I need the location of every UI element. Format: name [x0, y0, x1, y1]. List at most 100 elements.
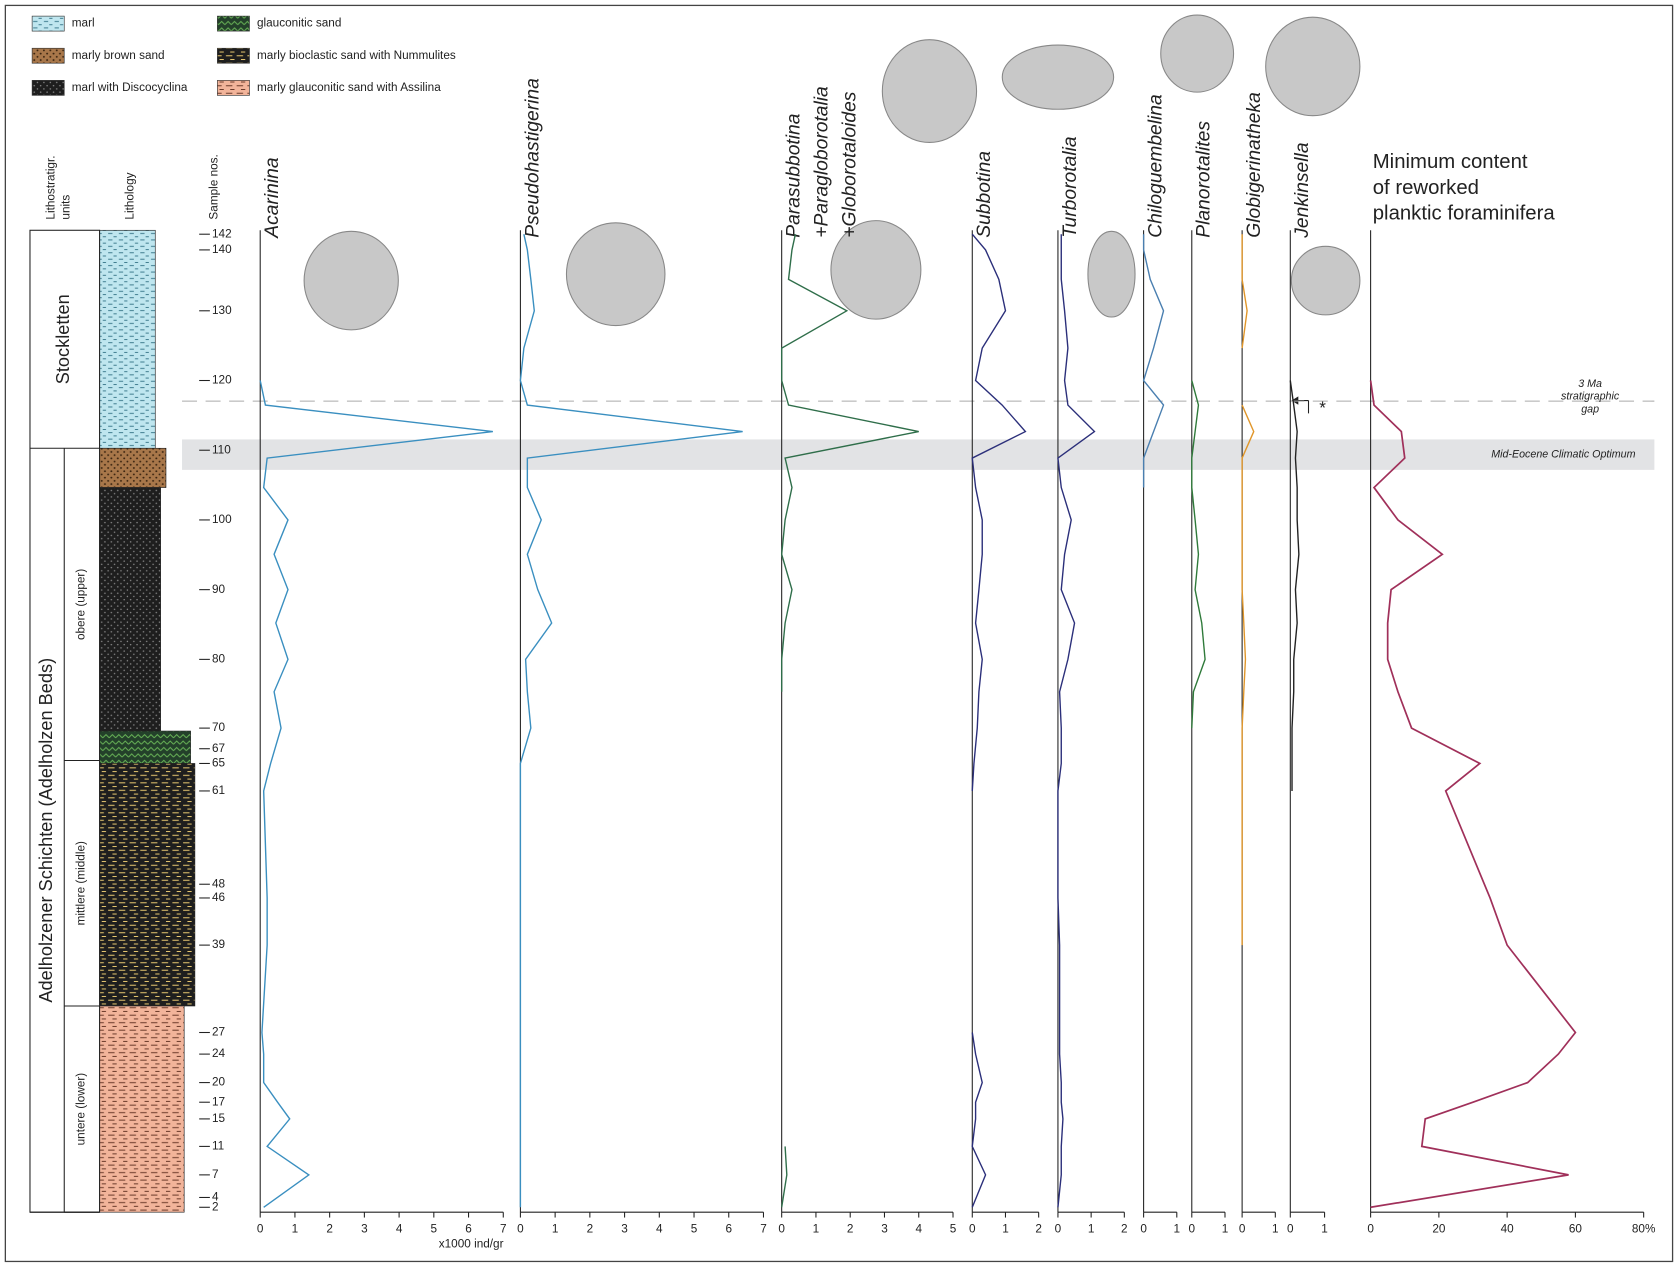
- panel-title: Pseudohastigerina: [522, 78, 543, 238]
- sample-label: 70: [212, 721, 226, 734]
- lithology-bed: [100, 731, 191, 763]
- sample-label: 7: [212, 1168, 219, 1181]
- sample-label: 39: [212, 938, 225, 951]
- x-tick-label: 4: [656, 1222, 663, 1235]
- x-tick-label: 0: [969, 1222, 976, 1235]
- meco-label: Mid-Eocene Climatic Optimum: [1491, 448, 1635, 460]
- abundance-line: [782, 1146, 787, 1207]
- x-tick-label: 40: [1501, 1222, 1515, 1235]
- legend-swatch: [32, 16, 64, 31]
- lithostrat-header: Lithostratigr.: [45, 155, 58, 219]
- formation-label: Stockletten: [53, 294, 73, 384]
- panel-title: Parasubbotina: [784, 113, 805, 238]
- x-tick-label: 20: [1432, 1222, 1446, 1235]
- abundance-line: [1058, 234, 1095, 1207]
- legend-label: marly bioclastic sand with Nummulites: [257, 49, 456, 62]
- x-tick-label: 2: [847, 1222, 854, 1235]
- sample-label: 24: [212, 1047, 226, 1060]
- x-tick-label: 7: [760, 1222, 767, 1235]
- x-tick-label: 1: [1002, 1222, 1009, 1235]
- legend-label: marly brown sand: [72, 49, 165, 62]
- x-tick-label: 5: [431, 1222, 438, 1235]
- lithology-bed: [100, 488, 161, 732]
- gap-label: 3 Ma: [1578, 378, 1602, 390]
- x-tick-label: 7: [500, 1222, 507, 1235]
- x-tick-label: 4: [915, 1222, 922, 1235]
- meco-band: [182, 439, 1654, 469]
- x-tick-label: 5: [950, 1222, 957, 1235]
- x-tick-label: 1: [1174, 1222, 1181, 1235]
- sample-label: 2: [212, 1200, 219, 1213]
- member-label: mittlere (middle): [74, 841, 87, 925]
- x-tick-label: 2: [1035, 1222, 1042, 1235]
- sample-label: 80: [212, 652, 226, 665]
- x-tick-label: 80%: [1632, 1222, 1656, 1235]
- sample-label: 110: [212, 443, 231, 456]
- panel-title: Acarinina: [262, 157, 283, 239]
- panel-title: Turborotalia: [1060, 136, 1081, 238]
- sample-label: 20: [212, 1076, 226, 1089]
- formation-label: Adelholzener Schichten (Adelholzen Beds): [36, 658, 56, 1003]
- sample-label: 48: [212, 877, 226, 890]
- x-tick-label: 3: [361, 1222, 368, 1235]
- lithology-bed: [100, 230, 156, 448]
- panel-title: Subbotina: [974, 151, 995, 238]
- x-tick-label: 1: [1222, 1222, 1229, 1235]
- x-tick-label: 3: [621, 1222, 628, 1235]
- x-tick-label: 6: [725, 1222, 732, 1235]
- member-label: untere (lower): [74, 1073, 87, 1146]
- abundance-line: [972, 1033, 985, 1208]
- x-tick-label: 1: [1321, 1222, 1328, 1235]
- x-tick-label: 0: [517, 1222, 524, 1235]
- sample-header: Sample nos.: [207, 154, 220, 219]
- lithology-bed: [100, 448, 166, 487]
- x-tick-label: 2: [587, 1222, 594, 1235]
- x-tick-label: 0: [1055, 1222, 1062, 1235]
- legend-label: marl: [72, 17, 95, 30]
- x-tick-label: 1: [552, 1222, 559, 1235]
- sample-label: 15: [212, 1112, 226, 1125]
- x-tick-label: 5: [691, 1222, 698, 1235]
- sample-label: 130: [212, 304, 232, 317]
- x-tick-label: 4: [396, 1222, 403, 1235]
- panel-title: Planorotalites: [1194, 121, 1215, 238]
- abundance-line: [1242, 405, 1254, 945]
- x-tick-label: 2: [1121, 1222, 1128, 1235]
- legend-label: marl with Discocyclina: [72, 81, 188, 94]
- x-tick-label: 1: [813, 1222, 820, 1235]
- legend-swatch: [32, 80, 64, 95]
- sample-label: 67: [212, 742, 225, 755]
- legend-swatch: [217, 80, 249, 95]
- x-tick-label: 60: [1569, 1222, 1583, 1235]
- x-tick-label: 0: [1140, 1222, 1147, 1235]
- panel-title: of reworked: [1373, 177, 1479, 199]
- abundance-line: [260, 381, 493, 1208]
- x-tick-label: 1: [1272, 1222, 1279, 1235]
- legend-label: marly glauconitic sand with Assilina: [257, 81, 441, 94]
- abundance-line: [1371, 381, 1576, 1208]
- x-tick-label: 1: [292, 1222, 299, 1235]
- x-tick-label: 0: [1239, 1222, 1246, 1235]
- x-tick-label: 2: [326, 1222, 333, 1235]
- x-tick-label: 1: [1088, 1222, 1095, 1235]
- sample-label: 90: [212, 583, 226, 596]
- lithology-header: Lithology: [124, 172, 137, 219]
- sample-label: 140: [212, 243, 232, 256]
- abundance-line: [1192, 381, 1205, 729]
- lithostrat-header: units: [59, 195, 72, 220]
- sample-label: 11: [212, 1140, 224, 1153]
- lithology-bed: [100, 1006, 185, 1212]
- panel-title: planktic foraminifera: [1373, 203, 1556, 225]
- sample-label: 120: [212, 374, 232, 387]
- panel-title: +Paragloborotalia: [811, 86, 832, 238]
- panel-title: Minimum content: [1373, 151, 1528, 173]
- lithology-bed: [100, 763, 195, 1006]
- sample-label: 100: [212, 513, 232, 526]
- legend-swatch: [32, 48, 64, 63]
- x-unit-label: x1000 ind/gr: [439, 1237, 504, 1250]
- panel-title: +Globorotaloides: [839, 91, 860, 238]
- x-tick-label: 0: [257, 1222, 264, 1235]
- x-tick-label: 0: [1287, 1222, 1294, 1235]
- sample-label: 17: [212, 1095, 225, 1108]
- abundance-line: [520, 234, 742, 1207]
